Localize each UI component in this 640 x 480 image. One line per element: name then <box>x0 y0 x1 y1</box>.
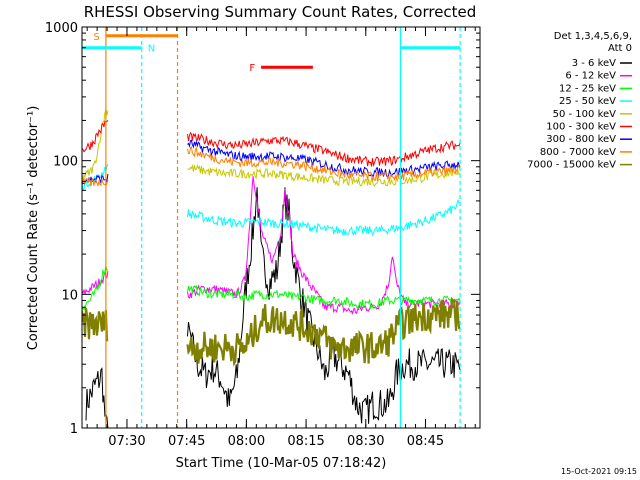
series-line <box>82 163 109 191</box>
series-line <box>82 265 108 311</box>
series-line <box>186 296 461 367</box>
series-line <box>187 187 461 424</box>
series-line <box>187 284 461 310</box>
series-line <box>82 108 109 180</box>
interval-label: S <box>94 32 100 43</box>
x-axis-label: Start Time (10-Mar-05 07:18:42) <box>176 456 387 471</box>
interval-label: N <box>148 44 155 55</box>
y-tick-label: 10 <box>61 288 78 303</box>
interval-label: F <box>249 63 255 74</box>
legend-entry: 800 - 7000 keV <box>540 147 616 158</box>
legend-entry: 6 - 12 keV <box>565 71 616 82</box>
legend-entry: 12 - 25 keV <box>559 83 616 94</box>
chart-title: RHESSI Observing Summary Count Rates, Co… <box>84 3 477 21</box>
legend-entry: 25 - 50 keV <box>559 96 616 107</box>
timestamp: 15-Oct-2021 09:15 <box>561 467 637 476</box>
axis-layer: 1 10 100 1000 07:30 07:45 08:00 08:15 08:30 08:45 <box>45 21 480 449</box>
x-tick-label: 07:30 <box>108 434 145 449</box>
series-line <box>82 308 109 343</box>
y-tick-label: 1 <box>70 422 78 437</box>
series-line <box>187 163 461 187</box>
series-line <box>82 176 109 187</box>
series-line <box>187 131 461 168</box>
x-tick-label: 08:15 <box>287 434 324 449</box>
x-tick-label: 07:45 <box>168 434 205 449</box>
plot-frame <box>81 26 481 429</box>
x-tick-label: 08:45 <box>407 434 444 449</box>
legend-entry: 100 - 300 keV <box>546 122 616 133</box>
legend-entry: 3 - 6 keV <box>572 58 616 69</box>
series-line <box>85 367 109 428</box>
y-tick-label: 1000 <box>45 21 78 36</box>
series-line <box>187 145 461 182</box>
legend-entry: 50 - 100 keV <box>553 109 617 120</box>
series-line <box>82 174 109 185</box>
series-line <box>82 120 109 153</box>
legend-header: Att 0 <box>608 43 632 54</box>
x-tick-label: 08:30 <box>347 434 384 449</box>
legend: Det 1,3,4,5,6,9,Att 0 3 - 6 keV 6 - 12 keV… <box>527 31 632 171</box>
legend-header: Det 1,3,4,5,6,9, <box>554 31 632 42</box>
series-line <box>82 271 109 295</box>
x-tick-label: 08:00 <box>228 434 265 449</box>
legend-entry: 7000 - 15000 keV <box>527 160 616 171</box>
y-axis-label: Corrected Count Rate (s⁻¹ detector⁻¹) <box>26 106 41 351</box>
y-tick-label: 100 <box>53 155 78 170</box>
series-line <box>187 198 461 237</box>
annotation-layer: S N F <box>82 27 461 428</box>
series-layer <box>82 108 461 428</box>
legend-entry: 300 - 800 keV <box>546 134 616 145</box>
